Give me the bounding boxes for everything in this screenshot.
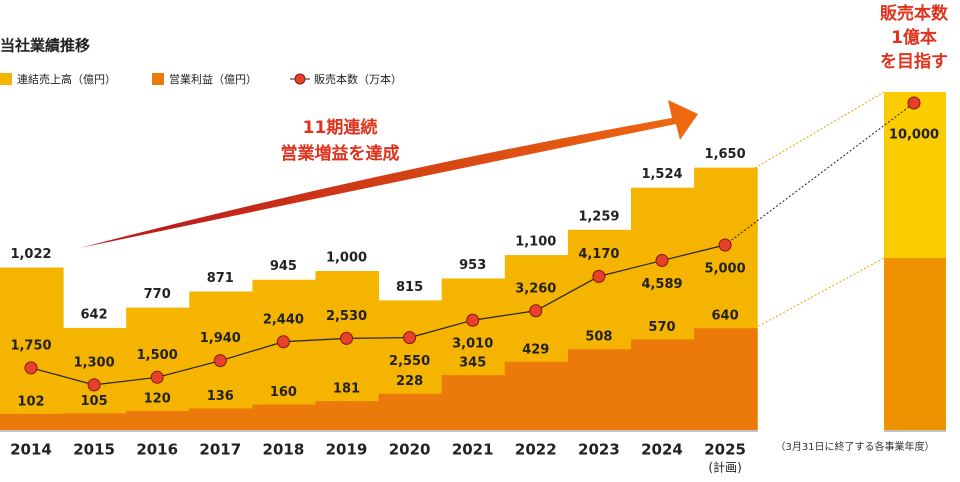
- profit-bar: [252, 404, 316, 430]
- marker: [529, 304, 543, 318]
- value-label: 4,170: [578, 247, 619, 262]
- target-line: [724, 102, 915, 246]
- profit-bar: [504, 361, 569, 430]
- value-label: 953: [459, 258, 486, 273]
- value-label: 1,940: [200, 331, 241, 346]
- profit-bar: [441, 375, 506, 430]
- legend-swatch: [0, 73, 12, 85]
- marker: [340, 331, 353, 345]
- value-label: 1,022: [10, 247, 51, 262]
- marker: [87, 378, 101, 392]
- plan-note: (計画): [708, 460, 741, 475]
- value-label: 1,300: [74, 355, 115, 370]
- legend-label: 営業利益（億円）: [169, 72, 257, 86]
- marker: [24, 361, 38, 375]
- value-label: 1,500: [137, 348, 178, 363]
- value-label: 1,000: [326, 251, 367, 266]
- x-tick-label: 2024: [641, 441, 683, 459]
- annotation: 11期連続: [303, 117, 378, 138]
- profit-bar: [189, 408, 253, 430]
- value-label: 4,589: [641, 277, 682, 292]
- annotation: 営業増益を達成: [281, 143, 400, 164]
- x-tick-label: 2025: [704, 441, 746, 459]
- value-label: 642: [81, 307, 108, 322]
- x-tick-label: 2019: [326, 441, 368, 459]
- growth-arrow: [80, 100, 698, 248]
- target-heading: 1億本: [891, 27, 937, 48]
- value-label: 181: [333, 382, 360, 397]
- value-label: 136: [207, 389, 234, 404]
- value-label: 160: [270, 385, 297, 400]
- value-label: 1,650: [705, 147, 746, 162]
- target-heading: を目指す: [880, 51, 948, 72]
- profit-bar: [378, 393, 443, 430]
- value-label: 2,550: [389, 354, 430, 369]
- sales-bar: [126, 307, 190, 430]
- marker: [592, 269, 606, 283]
- profit-bar: [126, 410, 190, 430]
- value-label: 1,524: [641, 167, 682, 182]
- target-column: [884, 258, 946, 430]
- marker: [655, 254, 669, 268]
- x-tick-label: 2018: [263, 441, 305, 459]
- marker: [403, 331, 417, 345]
- target-marker: [907, 96, 921, 110]
- legend-label: 販売本数（万本）: [314, 72, 402, 86]
- x-tick-label: 2023: [578, 441, 620, 459]
- value-label: 102: [17, 394, 44, 409]
- chart-title: 当社業績推移: [0, 37, 90, 55]
- value-label: 640: [712, 309, 739, 324]
- guide-line: [754, 257, 885, 329]
- sales-bar: [0, 267, 64, 430]
- value-label: 1,750: [10, 338, 51, 353]
- value-label: 815: [396, 280, 423, 295]
- marker: [213, 354, 227, 368]
- profit-bar: [315, 401, 380, 430]
- value-label: 3,260: [515, 281, 556, 296]
- profit-bar: [567, 349, 632, 430]
- value-label: 228: [396, 374, 423, 389]
- value-label: 5,000: [705, 262, 746, 277]
- target-column: [884, 92, 946, 258]
- marker: [150, 370, 164, 384]
- x-tick-label: 2014: [10, 441, 52, 459]
- marker: [718, 238, 732, 252]
- value-label: 945: [270, 259, 297, 274]
- profit-bar: [694, 328, 758, 430]
- footnote: （3月31日に終了する各事業年度）: [775, 440, 934, 453]
- x-tick-label: 2017: [199, 441, 241, 459]
- profit-bar: [63, 413, 127, 430]
- value-label: 770: [144, 287, 171, 302]
- guide-line: [754, 91, 885, 169]
- value-label: 2,440: [263, 312, 304, 327]
- value-label: 429: [522, 342, 549, 357]
- legend-swatch: [152, 73, 164, 85]
- value-label: 105: [81, 394, 108, 409]
- x-tick-label: 2022: [515, 441, 557, 459]
- target-label: 10,000: [889, 128, 939, 143]
- marker: [466, 313, 480, 327]
- legend-label: 連結売上高（億円）: [17, 72, 116, 86]
- x-tick-label: 2015: [73, 441, 115, 459]
- legend-marker: [294, 73, 306, 85]
- value-label: 120: [144, 391, 171, 406]
- value-label: 345: [459, 356, 486, 371]
- x-tick-label: 2020: [389, 441, 431, 459]
- value-label: 3,010: [452, 337, 493, 352]
- marker: [276, 335, 290, 349]
- x-tick-label: 2021: [452, 441, 494, 459]
- value-label: 570: [648, 320, 675, 335]
- value-label: 508: [585, 330, 612, 345]
- profit-bar: [0, 413, 64, 430]
- value-label: 1,100: [515, 235, 556, 250]
- value-label: 871: [207, 271, 234, 286]
- sales-count-line: [30, 244, 726, 386]
- profit-bar: [631, 339, 695, 430]
- x-tick-label: 2016: [136, 441, 178, 459]
- value-label: 1,259: [578, 209, 619, 224]
- target-heading: 販売本数: [880, 3, 949, 24]
- value-label: 2,530: [326, 309, 367, 324]
